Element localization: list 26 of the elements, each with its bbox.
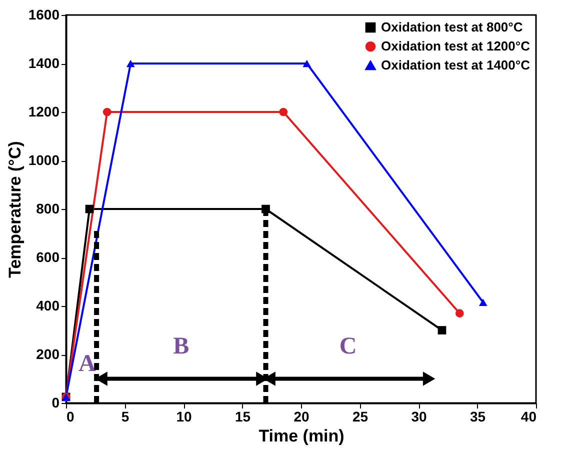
legend-label: Oxidation test at 1400°C bbox=[381, 58, 531, 72]
y-tick-label: 1400 bbox=[28, 55, 60, 71]
y-tick-label: 400 bbox=[36, 298, 60, 314]
y-tick-label: 0 bbox=[52, 394, 60, 410]
x-tick-label: 40 bbox=[520, 408, 537, 424]
y-tick-label: 800 bbox=[36, 200, 60, 216]
legend-label: Oxidation test at 800°C bbox=[381, 20, 524, 34]
y-tick-label: 1200 bbox=[28, 104, 60, 120]
x-tick-label: 0 bbox=[66, 408, 74, 424]
annotation: B bbox=[173, 334, 190, 360]
x-tick-label: 25 bbox=[352, 408, 368, 424]
legend-label: Oxidation test at 1200°C bbox=[381, 38, 531, 54]
y-tick-label: 600 bbox=[36, 249, 60, 265]
y-axis-title: Temperature (°C) bbox=[5, 141, 24, 278]
x-tick-label: 35 bbox=[470, 408, 486, 424]
annotation: A bbox=[78, 351, 96, 378]
x-tick-label: 5 bbox=[121, 408, 130, 424]
annotation: C bbox=[339, 334, 357, 360]
x-tick-label: 20 bbox=[294, 408, 310, 424]
x-tick-label: 30 bbox=[411, 408, 427, 424]
y-tick-label: 1000 bbox=[28, 152, 60, 168]
x-tick-label: 10 bbox=[176, 408, 192, 424]
y-tick-label: 200 bbox=[36, 346, 60, 362]
x-axis-title: Time (min) bbox=[258, 426, 344, 446]
x-tick-label: 15 bbox=[234, 408, 251, 424]
y-tick-label: 1600 bbox=[28, 6, 60, 22]
